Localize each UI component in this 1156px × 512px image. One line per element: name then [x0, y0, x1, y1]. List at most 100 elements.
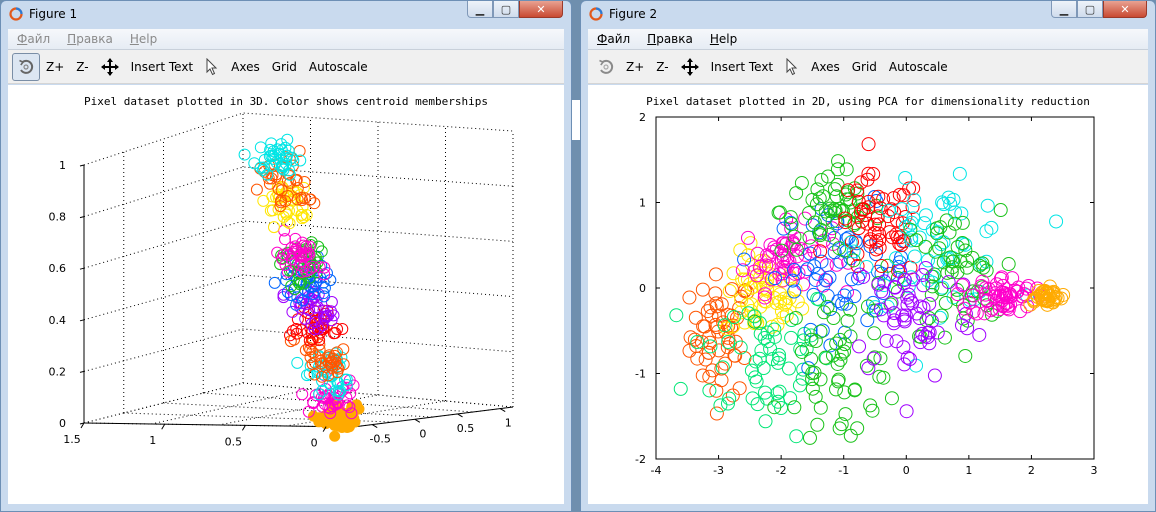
menu-help[interactable]: Help	[121, 32, 165, 46]
data-point	[899, 404, 914, 419]
y-tick-label: 0	[639, 282, 646, 295]
data-point	[271, 246, 284, 259]
data-point	[290, 174, 303, 187]
data-point	[865, 403, 880, 418]
data-point	[303, 240, 316, 253]
data-point	[808, 334, 823, 349]
data-point	[877, 274, 892, 289]
data-point	[804, 239, 819, 254]
data-point	[272, 183, 285, 196]
scatter-3d-plot: 0 0.2 0.4 0.6 0.8 1 1.5 1 0.5 0 -0.5 0 0.5 1	[49, 112, 514, 450]
data-point	[940, 265, 955, 280]
menu-edit[interactable]: Правка	[58, 32, 121, 46]
title-bar[interactable]: Figure 2 ▁ ▢ ✕	[581, 1, 1155, 29]
data-point	[955, 278, 970, 293]
data-point	[725, 388, 740, 403]
data-point	[805, 372, 820, 387]
data-point	[673, 381, 688, 396]
data-point	[767, 329, 782, 344]
data-point	[287, 154, 300, 167]
data-point	[841, 183, 856, 198]
data-point	[312, 240, 325, 253]
data-point	[947, 216, 962, 231]
data-point	[787, 284, 802, 299]
insert-text-button[interactable]: Insert Text	[130, 59, 194, 74]
points-2d	[669, 137, 1071, 445]
data-point	[318, 282, 331, 295]
data-point	[830, 356, 845, 371]
select-button[interactable]	[779, 53, 805, 81]
data-point	[740, 297, 755, 312]
minimize-button[interactable]: ▁	[467, 1, 493, 18]
maximize-button[interactable]: ▢	[493, 1, 519, 18]
rotate-button[interactable]	[592, 53, 620, 81]
menu-file[interactable]: Файл	[8, 32, 58, 46]
data-point	[884, 295, 899, 310]
data-point	[946, 290, 961, 305]
data-point	[996, 278, 1011, 293]
data-point	[722, 391, 737, 406]
data-point	[752, 351, 767, 366]
data-point	[802, 246, 817, 261]
data-point	[787, 263, 802, 278]
pan-button[interactable]	[675, 53, 705, 81]
rotate-icon	[599, 59, 614, 74]
close-button[interactable]: ✕	[1103, 1, 1147, 18]
data-point	[933, 310, 948, 325]
pan-button[interactable]	[95, 53, 125, 81]
data-point	[843, 235, 858, 250]
title-bar[interactable]: Figure 1 ▁ ▢ ✕	[1, 1, 571, 29]
data-point	[279, 195, 292, 208]
minimize-button[interactable]: ▁	[1051, 1, 1077, 18]
data-point	[872, 217, 887, 232]
data-point	[826, 310, 841, 325]
autoscale-button[interactable]: Autoscale	[308, 59, 368, 74]
data-point	[918, 260, 933, 275]
autoscale-button[interactable]: Autoscale	[888, 59, 948, 74]
zoom-out-button[interactable]: Z-	[76, 59, 89, 74]
axes-button[interactable]: Axes	[811, 59, 840, 74]
x-tick-label: 0	[311, 437, 318, 450]
data-point	[840, 285, 855, 300]
data-point	[767, 400, 782, 415]
data-point	[815, 323, 830, 338]
menu-help-label: elp	[138, 32, 158, 46]
data-point	[823, 201, 838, 216]
plot-canvas-3d[interactable]: Pixel dataset plotted in 3D. Color shows…	[8, 85, 564, 504]
select-button[interactable]	[199, 53, 225, 81]
axes-button[interactable]: Axes	[231, 59, 260, 74]
data-point	[721, 334, 736, 349]
zoom-in-button[interactable]: Z+	[626, 59, 645, 74]
data-point	[306, 358, 319, 371]
data-point	[958, 348, 973, 363]
data-point	[767, 322, 782, 337]
z-tick-label: 0.4	[49, 314, 67, 327]
zoom-out-button[interactable]: Z-	[656, 59, 669, 74]
data-point	[318, 268, 331, 281]
ticks-2d: -4 -3 -2 -1 0 1 2 3 -2 -1 0 1 2	[635, 111, 1097, 477]
data-point	[777, 297, 792, 312]
x-tick-label: 0	[903, 464, 910, 477]
zoom-in-button[interactable]: Z+	[46, 59, 65, 74]
close-icon: ✕	[536, 2, 546, 16]
data-point	[796, 362, 811, 377]
grid-button[interactable]: Grid	[271, 59, 297, 74]
data-point	[761, 249, 776, 264]
data-point	[318, 290, 331, 303]
data-point	[703, 300, 718, 315]
grid-button[interactable]: Grid	[851, 59, 877, 74]
maximize-button[interactable]: ▢	[1077, 1, 1103, 18]
insert-text-button[interactable]: Insert Text	[710, 59, 774, 74]
data-point	[932, 241, 947, 256]
plot-canvas-2d[interactable]: Pixel dataset plotted in 2D, using PCA f…	[588, 85, 1148, 504]
menu-help[interactable]: Help	[701, 32, 745, 46]
data-point	[861, 194, 876, 209]
menu-file[interactable]: Файл	[588, 32, 638, 46]
data-point	[722, 336, 737, 351]
menu-edit[interactable]: Правка	[638, 32, 701, 46]
data-point	[921, 325, 936, 340]
data-point	[907, 193, 922, 208]
close-button[interactable]: ✕	[519, 1, 563, 18]
data-point	[806, 287, 821, 302]
rotate-button[interactable]	[12, 52, 40, 81]
